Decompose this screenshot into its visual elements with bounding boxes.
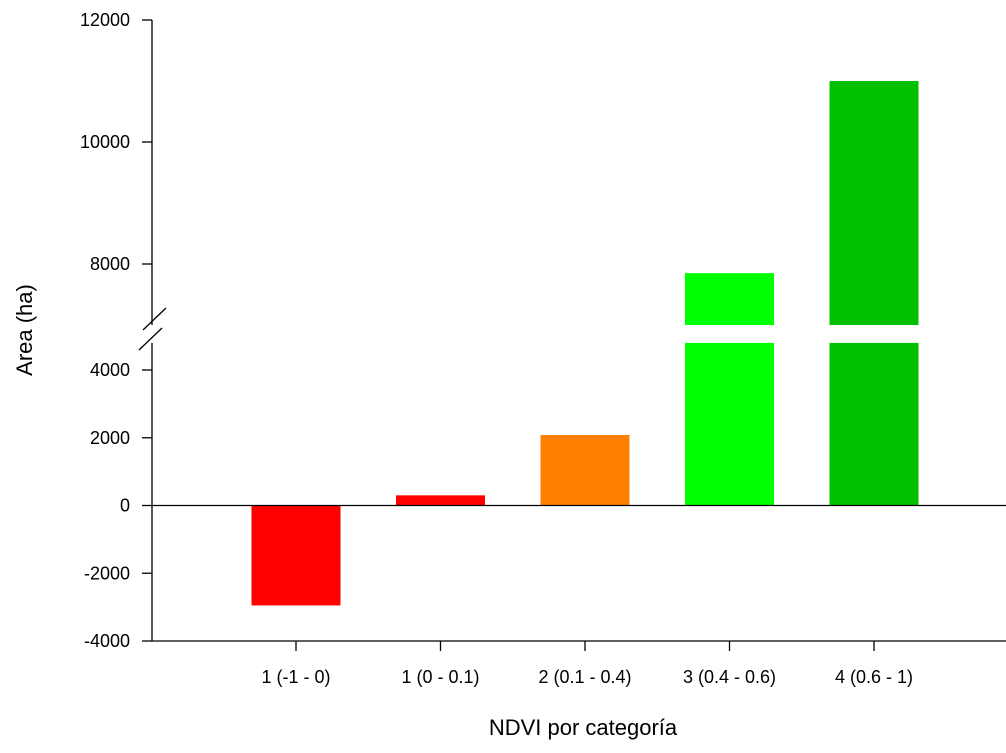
axis-break-mark — [138, 327, 163, 351]
bar-2 — [396, 495, 485, 506]
x-tick-label: 1 (0 - 0.1) — [401, 667, 479, 687]
y-tick-label: 2000 — [90, 428, 130, 448]
bar-5-lower — [829, 342, 919, 506]
x-tick-label: 2 (0.1 - 0.4) — [538, 667, 631, 687]
bar-4-upper — [685, 273, 774, 325]
y-tick-label: 8000 — [90, 254, 130, 274]
axis-break-mark — [142, 307, 167, 331]
x-axis-title: NDVI por categoría — [489, 715, 678, 740]
bar-5-upper — [829, 81, 919, 325]
y-tick-label: 0 — [120, 496, 130, 516]
bar-3 — [540, 435, 630, 506]
bars — [251, 81, 919, 606]
y-tick-label: 10000 — [80, 132, 130, 152]
y-tick-label: -4000 — [84, 631, 130, 651]
x-tick-label: 3 (0.4 - 0.6) — [683, 667, 776, 687]
x-tick-label: 4 (0.6 - 1) — [835, 667, 913, 687]
axes — [138, 20, 1006, 642]
y-axis-title: Area (ha) — [12, 284, 37, 376]
y-tick-label: 12000 — [80, 10, 130, 30]
y-tick-label: 4000 — [90, 360, 130, 380]
bar-4-lower — [685, 342, 774, 506]
x-tick-label: 1 (-1 - 0) — [261, 667, 330, 687]
bar-1 — [251, 505, 341, 606]
y-tick-label: -2000 — [84, 563, 130, 583]
ticks: -4000 -2000 0 2000 4000 8000 10000 12000 1 (-1 -… — [80, 10, 913, 687]
